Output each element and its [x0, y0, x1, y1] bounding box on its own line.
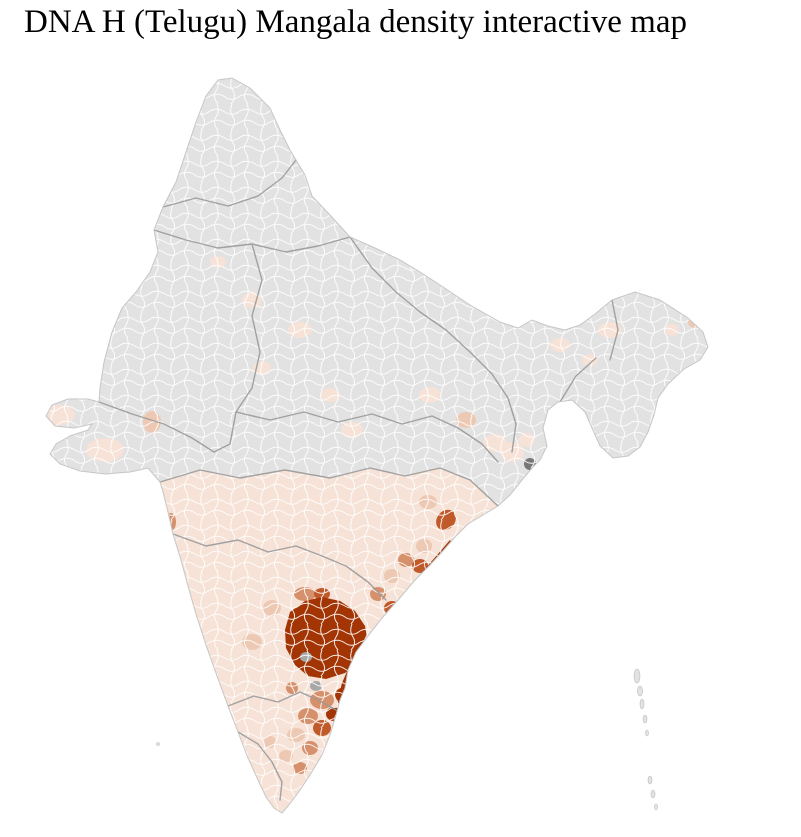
map-title: DNA H (Telugu) Mangala density interacti…	[24, 4, 687, 40]
andaman-nicobar-islands[interactable]	[156, 668, 658, 811]
region-base-no-data[interactable]	[46, 78, 708, 813]
india-map-root	[45, 77, 709, 814]
lakshadweep-island[interactable]	[156, 742, 160, 746]
region-kolkata-district[interactable]	[524, 458, 536, 470]
